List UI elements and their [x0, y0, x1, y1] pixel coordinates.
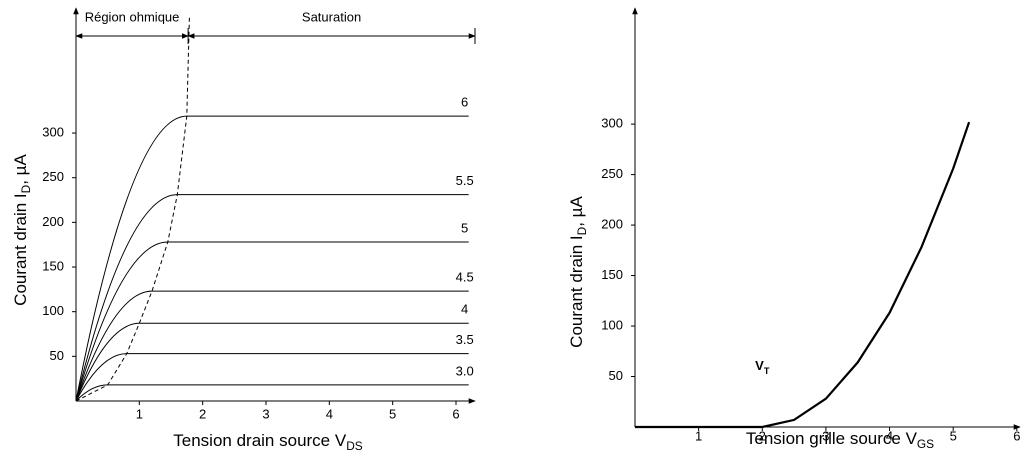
- x-tick-label: 1: [136, 406, 143, 421]
- y-tick-label: 200: [601, 217, 623, 232]
- x-tick-label: 3: [822, 428, 829, 443]
- x-axis-label-main: Tension grille source V: [746, 429, 918, 448]
- y-tick-label: 150: [42, 258, 64, 273]
- x-tick-label: 5: [950, 428, 957, 443]
- x-tick-label: 6: [1013, 428, 1020, 443]
- curve: [75, 290, 469, 402]
- y-tick-label: 250: [42, 169, 64, 184]
- x-tick-label: 1: [695, 428, 702, 443]
- x-tick-label: 3: [262, 406, 269, 421]
- x-tick-label: 4: [886, 428, 893, 443]
- curve: [75, 322, 469, 402]
- x-axis-label: Tension drain source VDS: [173, 431, 363, 453]
- x-axis-label-main: Tension drain source V: [173, 431, 347, 450]
- x-axis-label-sub: GS: [917, 437, 934, 451]
- curve: [75, 353, 469, 402]
- x-axis-label: Tension grille source VGS: [746, 429, 934, 451]
- y-tick-label: 100: [42, 303, 64, 318]
- curve: [75, 241, 469, 402]
- y-axis-label-suffix: , µA: [11, 154, 30, 185]
- y-axis-label: Courant drain ID, µA: [567, 196, 589, 348]
- y-axis-label: Courant drain ID, µA: [11, 154, 33, 306]
- curve-label: 4: [461, 302, 468, 317]
- x-tick-label: 2: [759, 428, 766, 443]
- curve-label: 4.5: [456, 270, 474, 285]
- curve: [75, 384, 469, 402]
- curve: [75, 115, 469, 402]
- y-tick-label: 300: [601, 116, 623, 131]
- y-axis-label-main: Courant drain I: [567, 235, 586, 347]
- y-tick-label: 50: [50, 348, 64, 363]
- y-tick-label: 50: [609, 368, 623, 383]
- curve: [75, 194, 469, 402]
- curve-label: 3.0: [456, 363, 474, 378]
- region-label: Région ohmique: [85, 9, 180, 24]
- annotation-sub: T: [764, 366, 770, 376]
- x-tick-label: 5: [389, 406, 396, 421]
- x-tick-label: 6: [452, 406, 459, 421]
- curve-label: 3.5: [456, 332, 474, 347]
- curve-label: 5: [461, 220, 468, 235]
- x-tick-label: 2: [199, 406, 206, 421]
- y-tick-label: 150: [601, 267, 623, 282]
- curve-label: 6: [461, 95, 468, 110]
- boundary-curve: [75, 16, 190, 402]
- region-label: Saturation: [302, 9, 361, 24]
- y-axis-label-main: Courant drain I: [11, 193, 30, 305]
- y-tick-label: 300: [42, 124, 64, 139]
- y-tick-label: 100: [601, 317, 623, 332]
- curve-label: 5.5: [456, 173, 474, 188]
- x-axis-label-sub: DS: [346, 439, 363, 453]
- annotation-main: V: [755, 358, 764, 373]
- y-axis-label-sub: D: [575, 226, 589, 235]
- x-tick-label: 4: [326, 406, 333, 421]
- annotation: VT: [755, 358, 770, 376]
- y-axis-label-sub: D: [19, 184, 33, 193]
- y-tick-label: 250: [601, 166, 623, 181]
- y-tick-label: 200: [42, 214, 64, 229]
- curve: [635, 121, 971, 429]
- y-axis-label-suffix: , µA: [567, 196, 586, 227]
